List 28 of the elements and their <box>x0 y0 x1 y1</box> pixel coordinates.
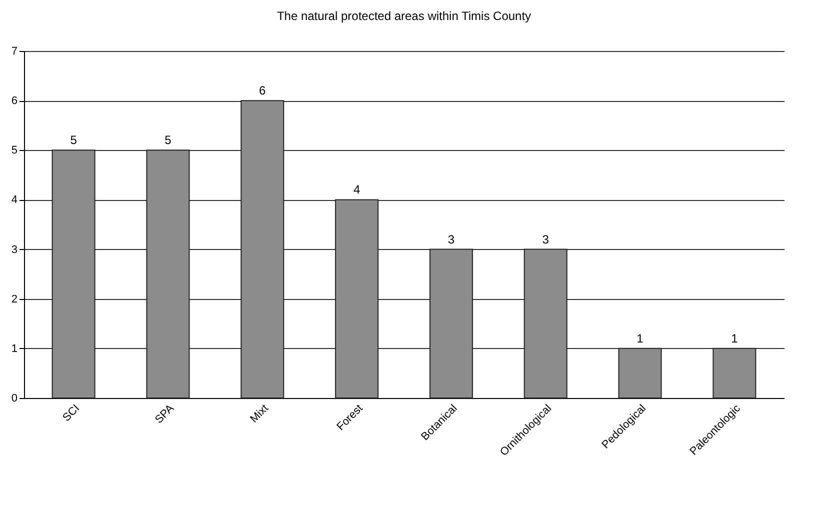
bar <box>618 348 662 398</box>
bar <box>240 100 284 398</box>
data-label: 3 <box>542 232 550 246</box>
y-tick-label: 2 <box>11 293 18 306</box>
y-tick-label: 0 <box>11 392 18 404</box>
bar <box>52 150 96 398</box>
y-tick-label: 1 <box>11 342 18 355</box>
y-tick-label: 7 <box>11 46 18 58</box>
bar <box>146 150 190 398</box>
bar <box>524 248 568 398</box>
chart-title: The natural protected areas within Timis County <box>276 9 532 23</box>
data-label: 5 <box>164 133 172 148</box>
data-label: 1 <box>636 331 644 346</box>
bar <box>712 348 756 398</box>
data-label: 3 <box>448 232 455 246</box>
y-tick-label: 3 <box>11 244 18 256</box>
bar <box>335 199 379 398</box>
x-tick-label: SPA <box>152 402 177 426</box>
x-tick-label: Mixt <box>248 402 271 426</box>
y-tick-label: 5 <box>11 144 18 157</box>
data-label: 6 <box>259 84 266 98</box>
data-label: 5 <box>70 133 78 148</box>
bar <box>429 248 473 398</box>
y-tick-label: 4 <box>11 194 18 206</box>
y-tick-label: 6 <box>11 95 18 108</box>
x-tick-label: SCI <box>60 402 82 424</box>
data-label: 4 <box>353 182 360 197</box>
data-label: 1 <box>731 331 738 346</box>
